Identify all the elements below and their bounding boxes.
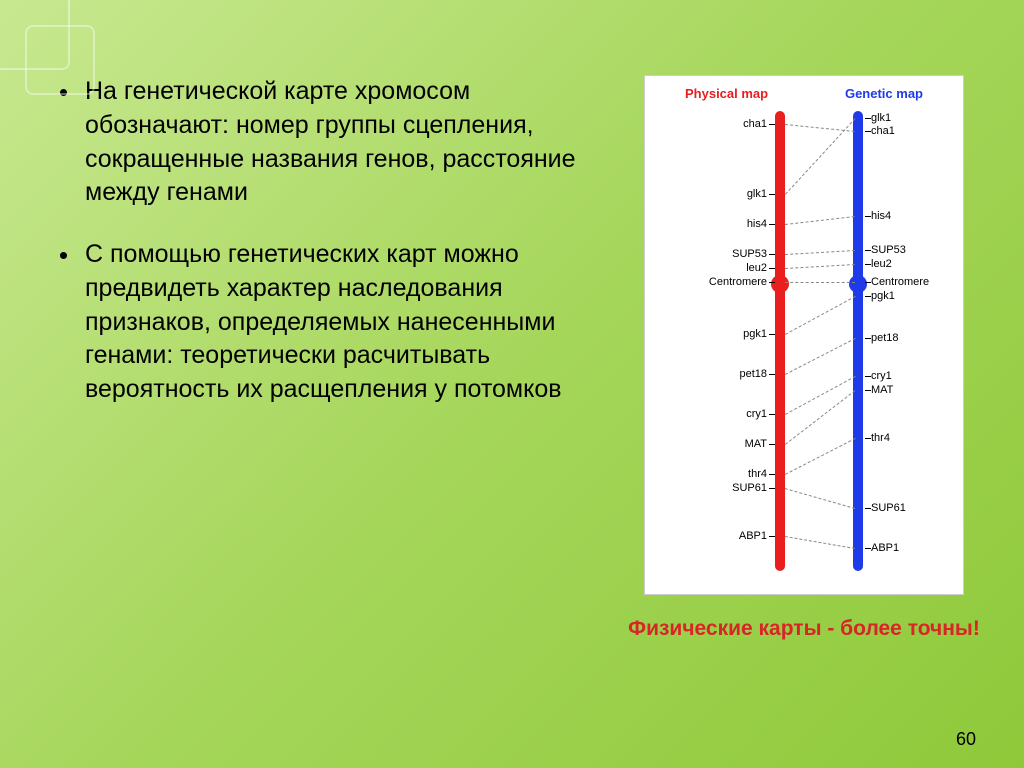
- bullet-item: На генетической карте хромосом обозначаю…: [60, 75, 599, 210]
- tick-right: [865, 376, 871, 377]
- gene-label-right: glk1: [871, 112, 941, 124]
- connector-line: [785, 338, 855, 375]
- tick-right: [865, 548, 871, 549]
- connector-line: [785, 296, 855, 335]
- bullet-item: С помощью генетических карт можно предви…: [60, 238, 599, 407]
- connector-line: [785, 264, 855, 269]
- tick-left: [769, 536, 775, 537]
- tick-right: [865, 250, 871, 251]
- gene-label-right: MAT: [871, 384, 941, 396]
- chromosome-diagram: Physical map Genetic map cha1glk1his4SUP…: [644, 75, 964, 595]
- connector-line: [785, 390, 856, 445]
- figure-caption: Физические карты - более точны!: [628, 615, 980, 642]
- tick-left: [769, 488, 775, 489]
- physical-chromosome: [775, 111, 785, 571]
- connector-line: [785, 282, 855, 283]
- tick-right: [865, 264, 871, 265]
- bullet-text: На генетической карте хромосом обозначаю…: [85, 75, 599, 210]
- page-number: 60: [956, 729, 976, 750]
- tick-right: [865, 131, 871, 132]
- gene-label-right: SUP53: [871, 244, 941, 256]
- gene-label-left: ABP1: [707, 530, 767, 542]
- gene-label-left: Centromere: [707, 276, 767, 288]
- gene-label-left: his4: [707, 218, 767, 230]
- gene-label-left: SUP53: [707, 248, 767, 260]
- gene-label-right: pgk1: [871, 290, 941, 302]
- tick-left: [769, 444, 775, 445]
- gene-label-right: pet18: [871, 332, 941, 344]
- tick-left: [769, 124, 775, 125]
- tick-left: [769, 194, 775, 195]
- centromere-genetic: [849, 275, 867, 293]
- tick-right: [865, 296, 871, 297]
- connector-line: [785, 118, 856, 195]
- gene-label-left: cha1: [707, 118, 767, 130]
- gene-label-left: pet18: [707, 368, 767, 380]
- physical-map-header: Physical map: [685, 86, 768, 101]
- decor-square-2: [25, 25, 95, 95]
- tick-left: [769, 282, 775, 283]
- tick-left: [769, 268, 775, 269]
- tick-right: [865, 390, 871, 391]
- connector-line: [785, 376, 855, 415]
- gene-label-left: SUP61: [707, 482, 767, 494]
- gene-label-right: his4: [871, 210, 941, 222]
- tick-left: [769, 334, 775, 335]
- figure-column: Physical map Genetic map cha1glk1his4SUP…: [624, 75, 984, 642]
- genetic-map-header: Genetic map: [845, 86, 923, 101]
- centromere-physical: [771, 275, 789, 293]
- gene-label-left: glk1: [707, 188, 767, 200]
- gene-label-right: thr4: [871, 432, 941, 444]
- tick-right: [865, 282, 871, 283]
- tick-right: [865, 216, 871, 217]
- text-column: На генетической карте хромосом обозначаю…: [60, 75, 599, 642]
- gene-label-left: thr4: [707, 468, 767, 480]
- tick-left: [769, 224, 775, 225]
- tick-left: [769, 254, 775, 255]
- gene-label-left: leu2: [707, 262, 767, 274]
- tick-right: [865, 338, 871, 339]
- bullet-dot: [60, 252, 67, 259]
- gene-label-left: pgk1: [707, 328, 767, 340]
- gene-label-right: ABP1: [871, 542, 941, 554]
- genetic-chromosome: [853, 111, 863, 571]
- gene-label-right: cha1: [871, 125, 941, 137]
- bullet-text: С помощью генетических карт можно предви…: [85, 238, 599, 407]
- connector-line: [785, 438, 855, 475]
- connector-line: [785, 216, 855, 225]
- tick-right: [865, 438, 871, 439]
- gene-label-right: leu2: [871, 258, 941, 270]
- gene-label-right: Centromere: [871, 276, 941, 288]
- tick-left: [769, 474, 775, 475]
- gene-label-left: cry1: [707, 408, 767, 420]
- tick-right: [865, 118, 871, 119]
- connector-line: [785, 536, 855, 549]
- connector-line: [785, 488, 855, 509]
- slide-content: На генетической карте хромосом обозначаю…: [0, 0, 1024, 662]
- gene-label-right: cry1: [871, 370, 941, 382]
- tick-right: [865, 508, 871, 509]
- gene-label-right: SUP61: [871, 502, 941, 514]
- tick-left: [769, 414, 775, 415]
- connector-line: [785, 250, 855, 255]
- gene-label-left: MAT: [707, 438, 767, 450]
- tick-left: [769, 374, 775, 375]
